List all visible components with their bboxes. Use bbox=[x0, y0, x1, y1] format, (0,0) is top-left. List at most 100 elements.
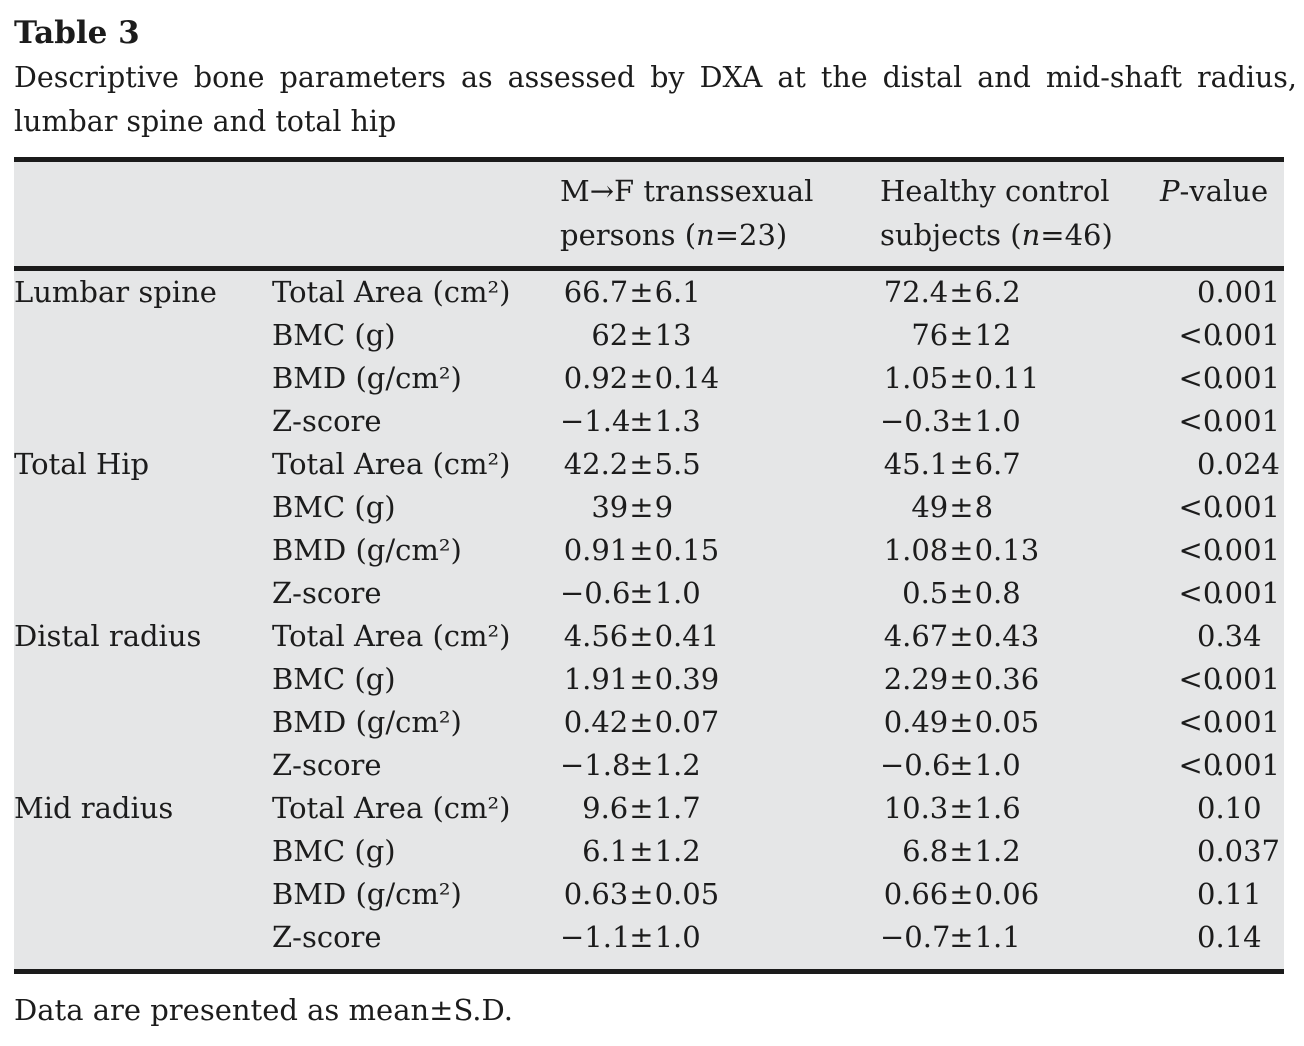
table-row: BMD (g/cm²) 0.63±0.05 0.66±0.06 0.11 bbox=[14, 873, 1284, 916]
param-cell: Z-score bbox=[272, 404, 382, 438]
table-row: BMC (g) 62±13 76±12 <0.001 bbox=[14, 314, 1284, 357]
mf-value-cell: −1.4±1.3 bbox=[560, 404, 701, 438]
mf-value-cell: −1.1±1.0 bbox=[560, 920, 701, 954]
n-symbol: n bbox=[696, 218, 715, 252]
table-row: Z-score −1.4±1.3 −0.3±1.0 <0.001 bbox=[14, 400, 1284, 443]
group-cell bbox=[14, 658, 272, 701]
param-cell: BMD (g/cm²) bbox=[272, 533, 462, 567]
param-cell: Total Area (cm²) bbox=[272, 619, 511, 653]
param-cell: BMC (g) bbox=[272, 318, 396, 352]
table-row: Z-score −1.1±1.0 −0.7±1.1 0.14 bbox=[14, 916, 1284, 972]
mf-value-cell: 0.91±0.15 bbox=[563, 533, 720, 567]
p-value-cell: 0.11 bbox=[1196, 877, 1262, 911]
group-cell bbox=[14, 873, 272, 916]
param-cell: BMC (g) bbox=[272, 834, 396, 868]
header-col-transsexual-line1: M→F transsexual bbox=[560, 174, 814, 208]
p-value-cell: 0.10 bbox=[1196, 791, 1262, 825]
p-value-cell: 0.024 bbox=[1196, 447, 1281, 481]
hc-value-cell: 6.8±1.2 bbox=[902, 834, 1021, 868]
hc-value-cell: 0.66±0.06 bbox=[883, 877, 1040, 911]
hc-value-cell: 72.4±6.2 bbox=[883, 275, 1021, 309]
table-caption: Descriptive bone parameters as assessed … bbox=[14, 56, 1297, 144]
p-value-cell: 0.14 bbox=[1196, 920, 1262, 954]
hc-value-cell: 45.1±6.7 bbox=[883, 447, 1021, 481]
group-cell bbox=[14, 916, 272, 972]
param-cell: Z-score bbox=[272, 920, 382, 954]
param-cell: BMC (g) bbox=[272, 490, 396, 524]
group-cell: Total Hip bbox=[14, 447, 150, 481]
param-cell: BMD (g/cm²) bbox=[272, 361, 462, 395]
group-cell bbox=[14, 486, 272, 529]
hc-value-cell: −0.6±1.0 bbox=[880, 748, 1021, 782]
param-cell: Total Area (cm²) bbox=[272, 447, 511, 481]
table-caption-line1: Descriptive bone parameters as assessed … bbox=[14, 61, 1297, 94]
hc-value-cell: 49±8 bbox=[911, 490, 994, 524]
table-caption-line2: lumbar spine and total hip bbox=[14, 105, 397, 138]
param-cell: Z-score bbox=[272, 748, 382, 782]
group-cell bbox=[14, 314, 272, 357]
mf-value-cell: 9.6±1.7 bbox=[582, 791, 701, 825]
param-cell: Total Area (cm²) bbox=[272, 791, 511, 825]
hc-value-cell: 0.49±0.05 bbox=[883, 705, 1040, 739]
n-symbol: n bbox=[1021, 218, 1041, 252]
header-col-pvalue: P-value bbox=[1160, 174, 1269, 208]
hc-value-cell: 4.67±0.43 bbox=[883, 619, 1040, 653]
group-cell: Lumbar spine bbox=[14, 275, 217, 309]
group-cell bbox=[14, 701, 272, 744]
hc-value-cell: −0.7±1.1 bbox=[880, 920, 1021, 954]
param-cell: Total Area (cm²) bbox=[272, 275, 511, 309]
hc-value-cell: 1.08±0.13 bbox=[883, 533, 1040, 567]
table-row: Distal radius Total Area (cm²) 4.56±0.41… bbox=[14, 615, 1284, 658]
mf-value-cell: 1.91±0.39 bbox=[563, 662, 720, 696]
p-value-cell: <0.001 bbox=[1178, 576, 1281, 610]
table-row: BMC (g) 39±9 49±8 <0.001 bbox=[14, 486, 1284, 529]
mf-value-cell: 0.42±0.07 bbox=[563, 705, 720, 739]
table-row: Z-score −0.6±1.0 0.5±0.8 <0.001 bbox=[14, 572, 1284, 615]
param-cell: BMD (g/cm²) bbox=[272, 877, 462, 911]
table-row: BMC (g) 1.91±0.39 2.29±0.36 <0.001 bbox=[14, 658, 1284, 701]
hc-value-cell: 76±12 bbox=[911, 318, 1012, 352]
param-cell: Z-score bbox=[272, 576, 382, 610]
group-cell bbox=[14, 830, 272, 873]
table-body: Lumbar spine Total Area (cm²) 66.7±6.1 7… bbox=[14, 269, 1284, 972]
hc-value-cell: 10.3±1.6 bbox=[883, 791, 1021, 825]
header-col-control: Healthy control subjects (n=46) bbox=[880, 174, 1113, 252]
p-value-cell: <0.001 bbox=[1178, 361, 1281, 395]
mf-value-cell: 0.92±0.14 bbox=[563, 361, 720, 395]
mf-value-cell: 0.63±0.05 bbox=[563, 877, 720, 911]
group-cell bbox=[14, 572, 272, 615]
p-value-cell: <0.001 bbox=[1178, 318, 1281, 352]
p-value-cell: 0.037 bbox=[1196, 834, 1281, 868]
p-value-cell: <0.001 bbox=[1178, 404, 1281, 438]
param-cell: BMD (g/cm²) bbox=[272, 705, 462, 739]
p-value-cell: <0.001 bbox=[1178, 748, 1281, 782]
mf-value-cell: 4.56±0.41 bbox=[563, 619, 720, 653]
table-header: M→F transsexual persons (n=23) Healthy c… bbox=[14, 160, 1284, 269]
table-row: Lumbar spine Total Area (cm²) 66.7±6.1 7… bbox=[14, 269, 1284, 315]
p-value-cell: <0.001 bbox=[1178, 705, 1281, 739]
param-cell: BMC (g) bbox=[272, 662, 396, 696]
mf-value-cell: 62±13 bbox=[591, 318, 692, 352]
mf-value-cell: −1.8±1.2 bbox=[560, 748, 701, 782]
hc-value-cell: 0.5±0.8 bbox=[902, 576, 1021, 610]
header-col-transsexual: M→F transsexual persons (n=23) bbox=[560, 174, 814, 252]
p-value-cell: <0.001 bbox=[1178, 533, 1281, 567]
mf-value-cell: 42.2±5.5 bbox=[563, 447, 701, 481]
hc-value-cell: 1.05±0.11 bbox=[883, 361, 1040, 395]
group-cell bbox=[14, 744, 272, 787]
p-value-cell: 0.001 bbox=[1196, 275, 1281, 309]
table-label: Table 3 bbox=[14, 15, 140, 51]
table-row: BMD (g/cm²) 0.92±0.14 1.05±0.11 <0.001 bbox=[14, 357, 1284, 400]
hc-value-cell: −0.3±1.0 bbox=[880, 404, 1021, 438]
group-cell: Distal radius bbox=[14, 619, 202, 653]
table-row: Mid radius Total Area (cm²) 9.6±1.7 10.3… bbox=[14, 787, 1284, 830]
p-value-cell: <0.001 bbox=[1178, 490, 1281, 524]
mf-value-cell: −0.6±1.0 bbox=[560, 576, 701, 610]
table-row: BMD (g/cm²) 0.42±0.07 0.49±0.05 <0.001 bbox=[14, 701, 1284, 744]
mf-value-cell: 6.1±1.2 bbox=[582, 834, 701, 868]
paper-page: Table 3 Descriptive bone parameters as a… bbox=[0, 12, 1304, 1046]
data-table: M→F transsexual persons (n=23) Healthy c… bbox=[14, 157, 1284, 974]
table-row: BMC (g) 6.1±1.2 6.8±1.2 0.037 bbox=[14, 830, 1284, 873]
header-col-parameter bbox=[272, 160, 560, 269]
table-row: BMD (g/cm²) 0.91±0.15 1.08±0.13 <0.001 bbox=[14, 529, 1284, 572]
